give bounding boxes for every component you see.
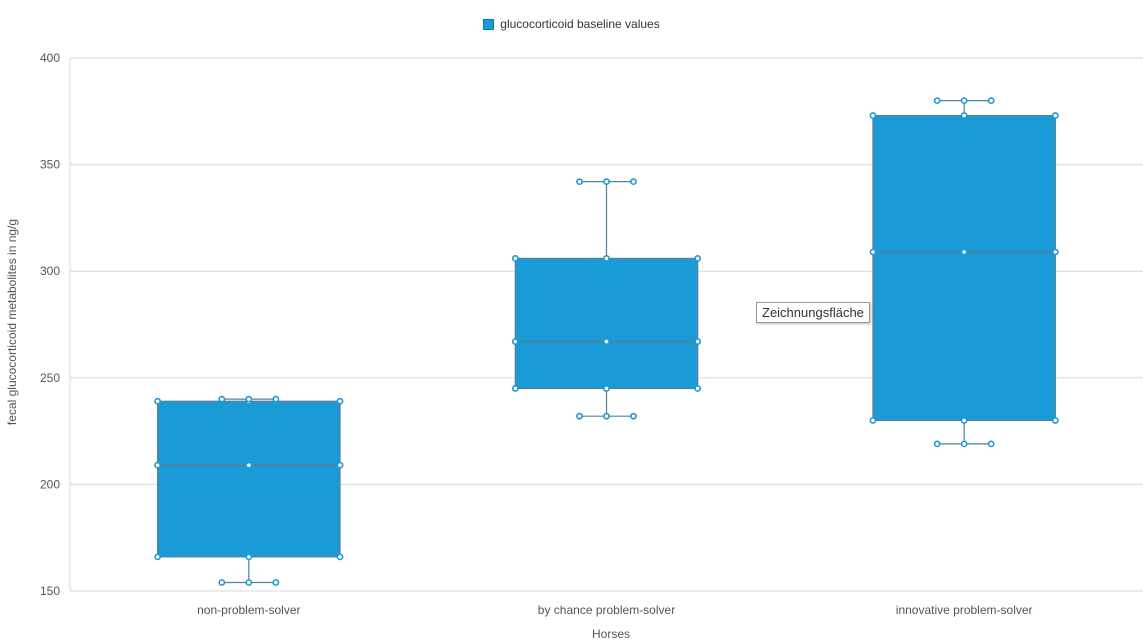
- legend-label: glucocorticoid baseline values: [500, 17, 660, 31]
- handle-point: [511, 255, 519, 262]
- handle-point: [694, 255, 702, 262]
- plot-area-tooltip: Zeichnungsfläche: [756, 302, 870, 323]
- handle-point: [987, 440, 995, 448]
- y-tick-label: 400: [40, 51, 60, 65]
- handle-point: [694, 338, 702, 345]
- handle-point: [245, 579, 253, 586]
- handle-point: [960, 112, 968, 119]
- handle-point: [511, 385, 519, 392]
- y-tick-label: 150: [40, 584, 60, 598]
- handle-point: [987, 97, 995, 105]
- handle-point: [933, 97, 941, 105]
- y-tick-label: 300: [40, 264, 60, 278]
- x-axis-ticks: non-problem-solver by chance problem-solv…: [197, 603, 1032, 617]
- box-group: [154, 395, 344, 586]
- handle-point: [630, 178, 637, 186]
- handle-point: [1051, 112, 1059, 119]
- boxes: [154, 97, 1059, 586]
- handle-point: [603, 178, 610, 186]
- handle-point: [576, 412, 583, 420]
- handle-point: [603, 338, 610, 345]
- handle-point: [576, 178, 583, 186]
- handle-point: [245, 553, 253, 561]
- handle-point: [603, 412, 610, 420]
- handle-point: [869, 248, 877, 256]
- handle-point: [960, 417, 968, 424]
- handle-point: [694, 385, 702, 392]
- y-tick-label: 250: [40, 371, 60, 385]
- handle-point: [245, 461, 253, 469]
- legend: glucocorticoid baseline values: [0, 17, 1143, 31]
- handle-point: [603, 255, 610, 262]
- handle-point: [933, 440, 941, 448]
- handle-point: [960, 248, 968, 256]
- handle-point: [272, 579, 280, 586]
- handle-point: [336, 553, 344, 561]
- x-axis-title: Horses: [592, 627, 630, 641]
- handle-point: [218, 579, 226, 586]
- handle-point: [154, 397, 162, 405]
- x-tick-label: innovative problem-solver: [896, 603, 1033, 617]
- legend-swatch: [483, 18, 495, 30]
- y-tick-label: 200: [40, 477, 60, 491]
- handle-point: [630, 412, 637, 420]
- handle-point: [154, 461, 162, 469]
- x-tick-label: non-problem-solver: [197, 603, 300, 617]
- y-tick-label: 350: [40, 158, 60, 172]
- iqr-box: [157, 400, 341, 558]
- y-axis-title: fecal glucocorticoid metabolites in ng/g: [5, 219, 19, 425]
- box-group: [511, 178, 702, 420]
- handle-point: [869, 417, 877, 424]
- iqr-box: [872, 114, 1056, 422]
- handle-point: [245, 395, 253, 403]
- handle-point: [960, 440, 968, 448]
- handle-point: [960, 97, 968, 105]
- handle-point: [1051, 417, 1059, 424]
- handle-point: [869, 112, 877, 119]
- handle-point: [336, 461, 344, 469]
- iqr-box: [514, 257, 699, 390]
- box-group: [869, 97, 1059, 448]
- y-axis-ticks: 150 200 250 300 350 400: [40, 51, 60, 598]
- handle-point: [511, 338, 519, 345]
- x-tick-label: by chance problem-solver: [538, 603, 675, 617]
- handle-point: [336, 397, 344, 405]
- handle-point: [603, 385, 610, 392]
- handle-point: [1051, 248, 1059, 256]
- handle-point: [218, 395, 226, 403]
- handle-point: [272, 395, 280, 403]
- handle-point: [154, 553, 162, 561]
